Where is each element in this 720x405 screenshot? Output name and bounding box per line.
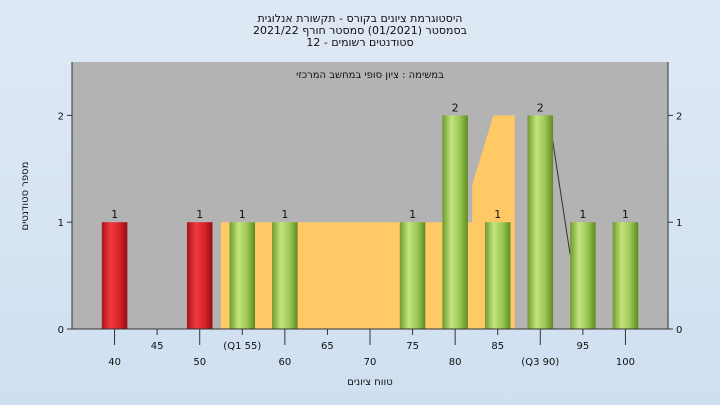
bar-label-80: 2: [452, 101, 459, 114]
bar-50: [186, 222, 213, 329]
bar-60: [272, 222, 298, 329]
chart-annotation: במשימה : ציון סופי במחשב המרכזי: [296, 70, 444, 81]
x-tick-label-75: 75: [406, 341, 419, 352]
bar-label-55: 1: [239, 208, 246, 221]
title-line-1: היסטוגרמת ציונים בקורס - תקשורת אנלוגית: [258, 12, 463, 25]
x-tick-label-85: 85: [491, 341, 504, 352]
bar-label-95: 1: [579, 208, 586, 221]
y-tick-label-left-2: 2: [58, 111, 64, 122]
y-tick-label-right-0: 0: [676, 325, 682, 336]
bars-layer: 1 1 1 1 1 2 1 2 1 1: [101, 101, 639, 330]
chart-title: היסטוגרמת ציונים בקורס - תקשורת אנלוגית …: [253, 12, 467, 49]
x-tick-label-95: 95: [576, 341, 589, 352]
x-tick-label-100: 100: [616, 357, 635, 368]
x-tick-label-40: 40: [108, 357, 121, 368]
bar-95: [570, 222, 596, 329]
bar-label-60: 1: [281, 208, 288, 221]
x-tick-label-55: (Q1 55): [223, 341, 261, 352]
ticks-layer: 0 0 1 1 2 2 45 (Q1 55) 65 75 85 95 40 50 60 70 80 (Q3 90)…: [58, 111, 683, 368]
y-axis-title: מספר סטודנטים: [20, 162, 31, 231]
bar-label-75: 1: [409, 208, 416, 221]
bar-75: [399, 222, 426, 329]
bar-label-85: 1: [494, 208, 501, 221]
x-tick-label-60: 60: [278, 357, 291, 368]
x-tick-label-65: 65: [321, 341, 334, 352]
title-line-3: סטודנטים רשומים - 12: [306, 36, 413, 49]
bar-label-50: 1: [196, 208, 203, 221]
x-tick-label-45: 45: [151, 341, 164, 352]
y-tick-label-left-1: 1: [58, 218, 64, 229]
bar-40: [101, 222, 128, 329]
y-tick-label-right-2: 2: [676, 111, 682, 122]
bar-label-40: 1: [111, 208, 118, 221]
bar-90: [527, 115, 554, 330]
bar-80: [442, 115, 468, 330]
y-tick-label-left-0: 0: [58, 325, 64, 336]
bar-label-90: 2: [537, 101, 544, 114]
x-tick-label-80: 80: [449, 357, 462, 368]
bar-100: [612, 222, 639, 329]
x-tick-label-90: (Q3 90): [521, 357, 559, 368]
x-tick-label-70: 70: [364, 357, 377, 368]
bar-55: [229, 222, 256, 329]
y-tick-label-right-1: 1: [676, 218, 682, 229]
x-axis-title: טווח ציונים: [347, 377, 392, 388]
title-line-2: בסמסטר (01/2021) סמסטר חורף 2021/22: [253, 24, 467, 37]
bar-85: [484, 222, 511, 329]
x-tick-label-50: 50: [193, 357, 206, 368]
bar-label-100: 1: [622, 208, 629, 221]
